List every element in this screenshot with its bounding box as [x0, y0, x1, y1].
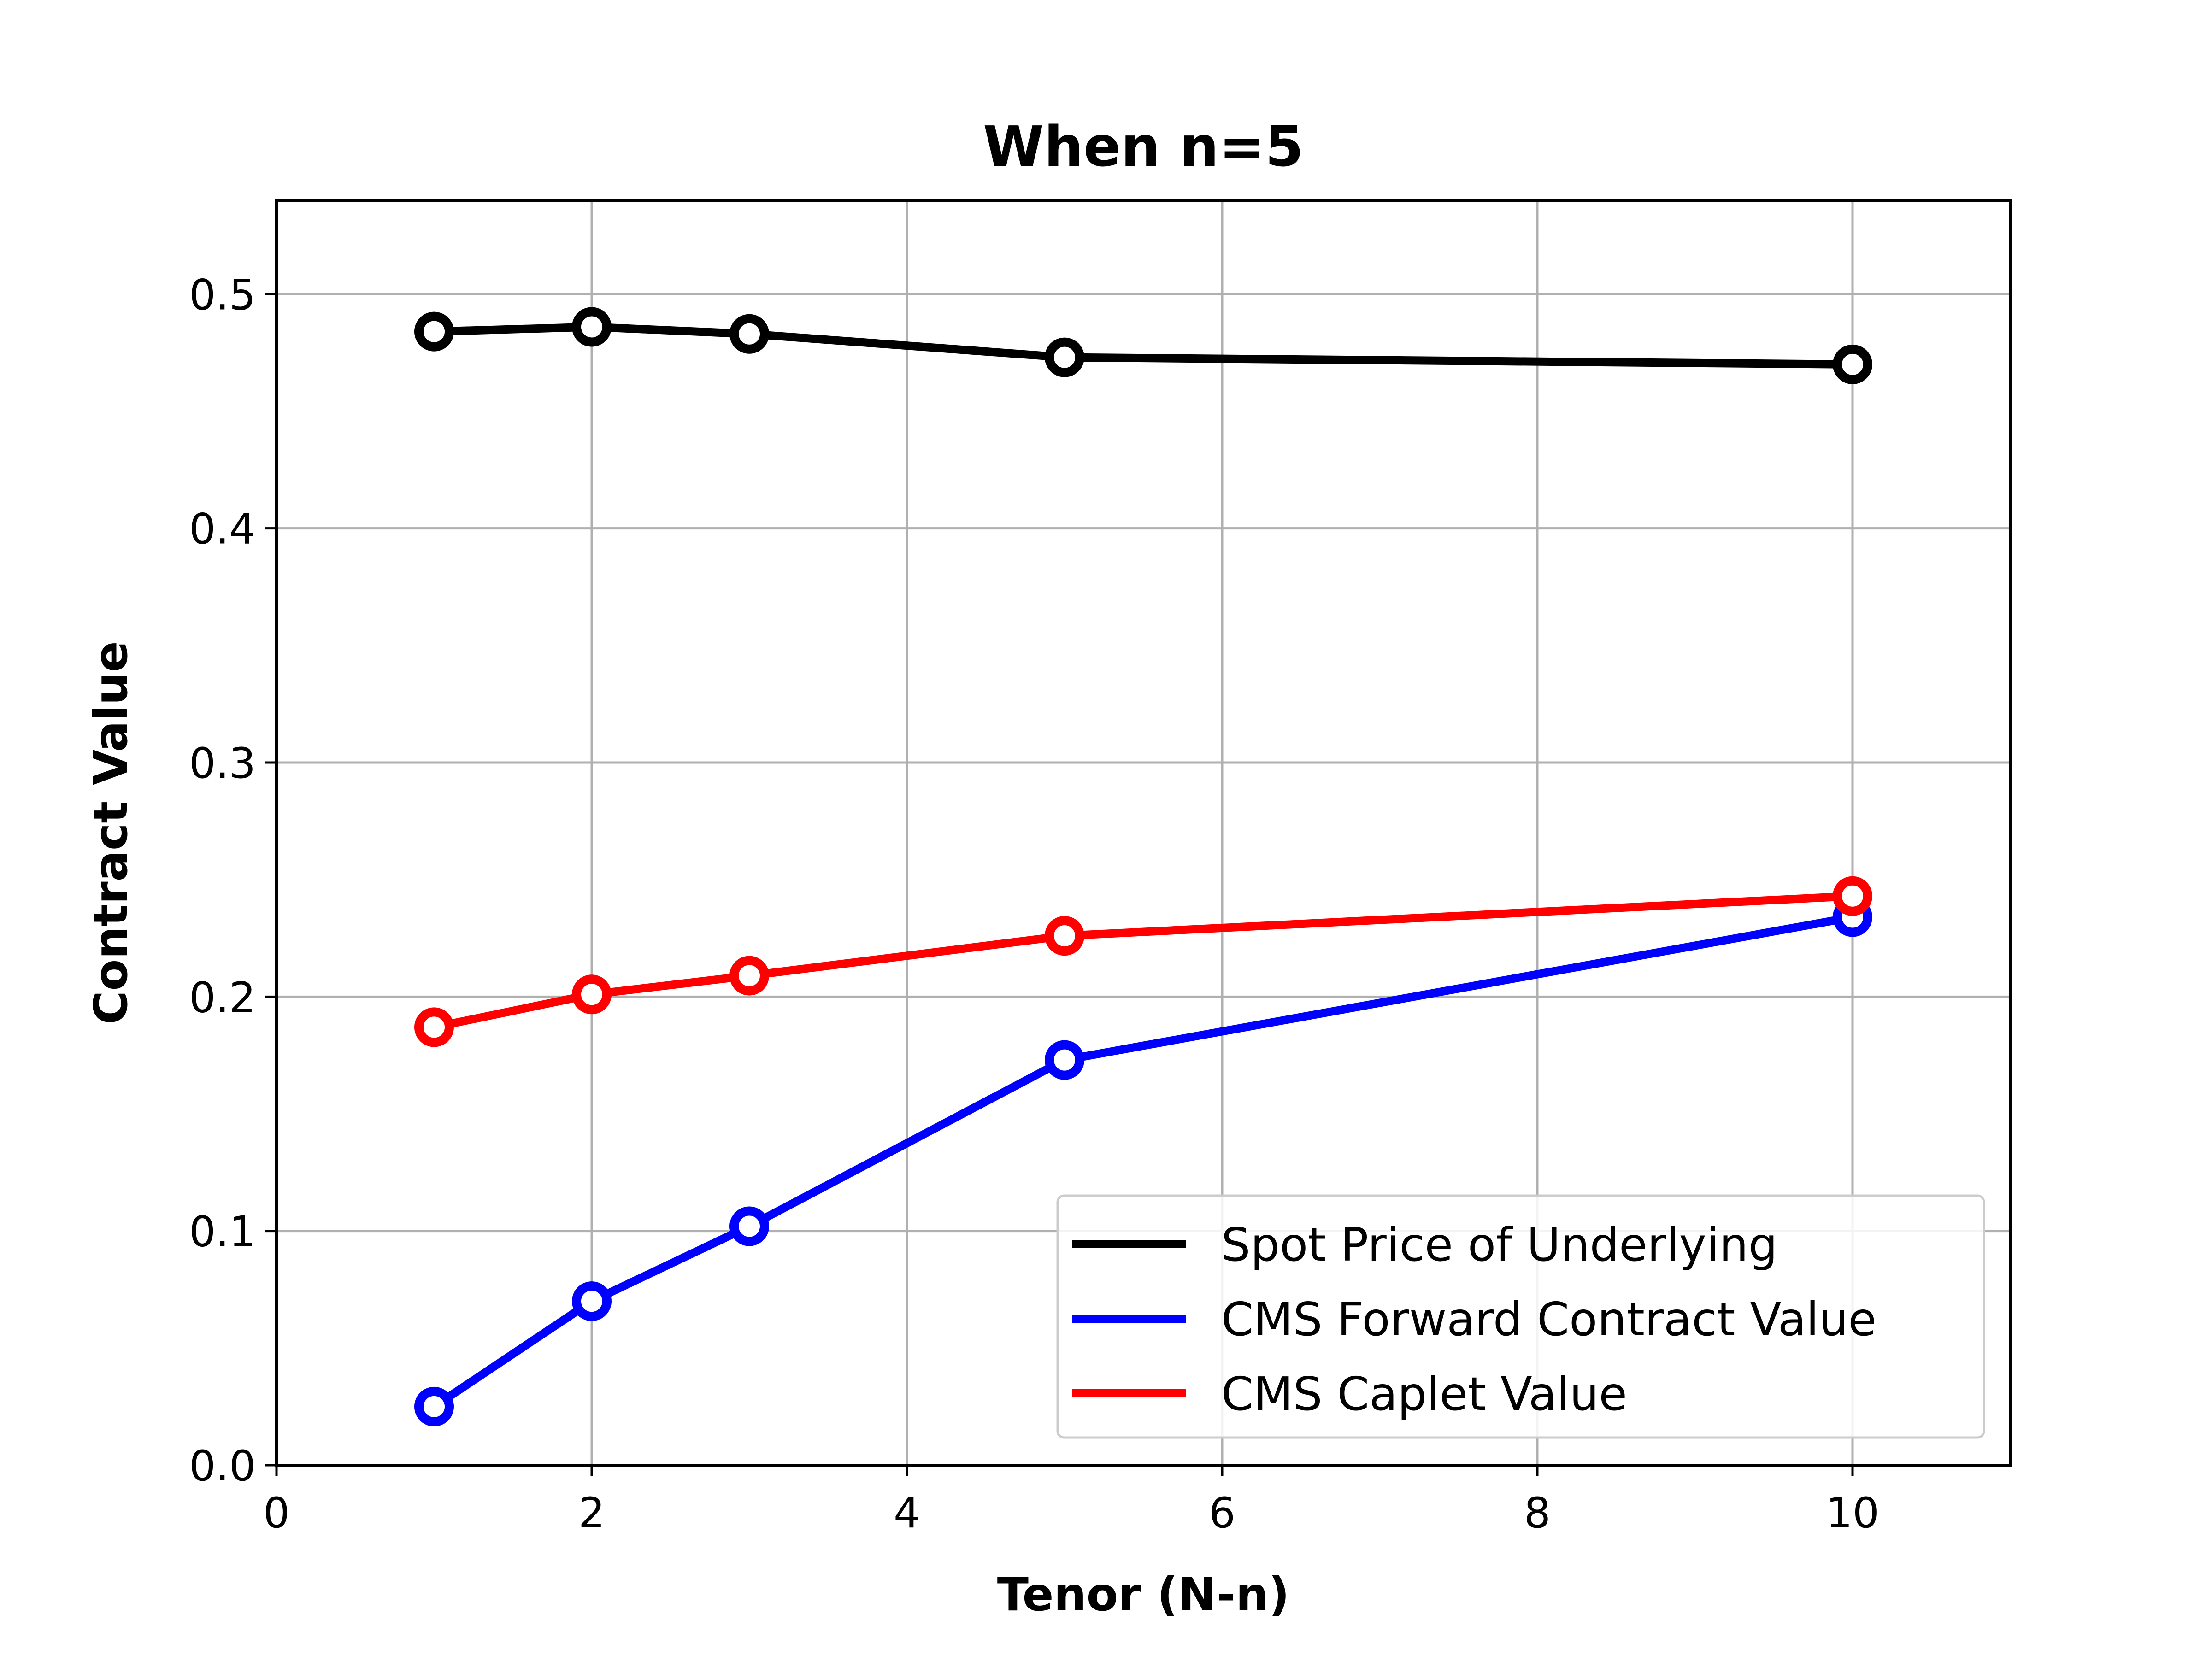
- y-tick-label-3: 0.3: [189, 740, 256, 788]
- legend-box: [1056, 1194, 1985, 1439]
- x-tick-label-4: 8: [1524, 1489, 1551, 1538]
- x-tick-label-2: 4: [894, 1489, 920, 1538]
- y-tick-label-5: 0.5: [189, 271, 256, 319]
- plot-frame: [275, 199, 2012, 1467]
- series-0-point-3: [1045, 337, 1084, 377]
- x-tick-label-5: 10: [1826, 1489, 1879, 1538]
- y-tick-label-2: 0.2: [189, 974, 256, 1022]
- legend-label-1: CMS Forward Contract Value: [1221, 1292, 1877, 1346]
- series-2-point-3: [1045, 916, 1084, 956]
- series-2-point-2: [729, 956, 769, 996]
- chart-title: When n=5: [983, 115, 1304, 179]
- x-tick-label-0: 0: [263, 1489, 290, 1538]
- x-axis-title: Tenor (N-n): [997, 1567, 1290, 1621]
- y-tick-label-0: 0.0: [189, 1442, 256, 1491]
- series-2: [414, 876, 1872, 1047]
- series-0-point-1: [572, 307, 612, 347]
- series-1-point-0: [414, 1386, 454, 1426]
- series-2-point-0: [414, 1007, 454, 1047]
- y-tick-label-4: 0.4: [189, 505, 256, 554]
- legend-label-2: CMS Caplet Value: [1221, 1367, 1627, 1421]
- series-0: [414, 307, 1872, 384]
- legend-label-0: Spot Price of Underlying: [1221, 1218, 1777, 1272]
- y-axis-title: Contract Value: [84, 641, 138, 1024]
- series-0-point-0: [414, 311, 454, 352]
- series-0-point-2: [729, 314, 769, 354]
- series-2-point-4: [1833, 876, 1872, 916]
- series-1-point-3: [1045, 1040, 1084, 1080]
- legend: Spot Price of Underlying CMS Forward Cont…: [1056, 1194, 1985, 1439]
- series-1-point-2: [729, 1206, 769, 1246]
- y-tick-label-1: 0.1: [189, 1208, 256, 1256]
- series-2-point-1: [572, 974, 612, 1015]
- series-1-point-1: [572, 1281, 612, 1321]
- series-group: [414, 307, 1872, 1426]
- x-tick-label-3: 6: [1209, 1489, 1235, 1538]
- x-tick-label-1: 2: [578, 1489, 605, 1538]
- series-0-point-4: [1833, 344, 1872, 384]
- axis-ticks: 0 2 4 6 8 10 0.0 0.1 0.2 0.3 0.4 0.5: [189, 271, 1879, 1538]
